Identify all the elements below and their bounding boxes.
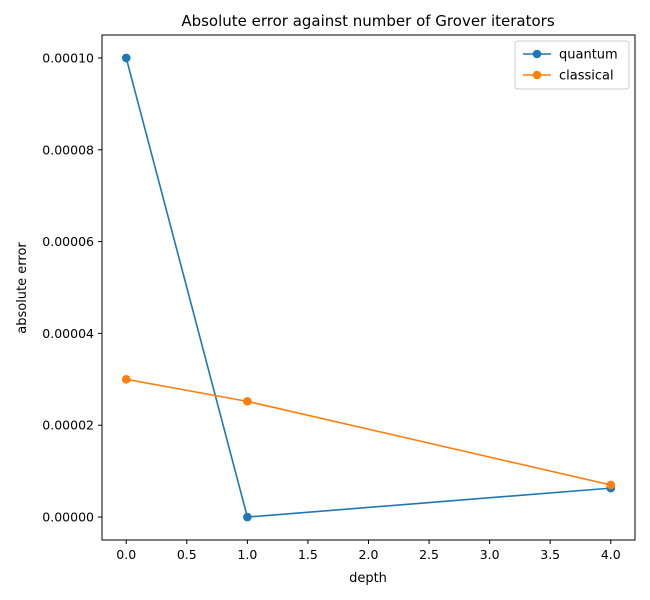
x-tick-label: 2.5 [419,547,439,562]
y-tick-label: 0.00000 [42,510,94,525]
classical-point [606,480,616,490]
legend-label: quantum [559,48,618,63]
y-tick-label: 0.00004 [42,326,94,341]
legend-label: classical [559,69,614,84]
x-tick-label: 0.0 [116,547,136,562]
legend: quantum classical [514,40,630,90]
y-axis-label: absolute error [15,242,30,334]
classical-point [243,397,252,406]
x-axis-label: depth [349,571,387,586]
y-tick-label: 0.00006 [42,234,94,249]
x-tick-label: 1.0 [237,547,257,562]
legend-swatch-marker [532,70,542,80]
legend-item-quantum: quantum [523,48,618,63]
x-tick-label: 4.0 [601,547,621,562]
quantum-point [121,53,131,63]
legend-item-classical: classical [523,69,614,84]
x-tick-label: 0.5 [177,547,197,562]
x-tick-label: 1.5 [298,547,318,562]
x-tick-label: 3.5 [540,547,560,562]
legend-swatch-marker [532,49,542,59]
y-tick-label: 0.00008 [42,142,94,157]
axes: 0.0 0.5 1.0 1.5 2.0 2.5 3.0 3.5 4.0 0.00000 0.0000… [42,50,620,562]
series-layer [121,53,616,522]
quantum-point [243,512,252,522]
plot-frame [101,34,636,541]
series-classical [121,375,616,490]
x-tick-label: 3.0 [480,547,500,562]
chart-title: Absolute error against number of Grover … [181,12,555,30]
x-tick-label: 2.0 [359,547,379,562]
classical-point [121,375,131,384]
y-tick-label: 0.00010 [42,50,94,65]
y-tick-label: 0.00002 [42,418,94,433]
legend-box [514,40,630,90]
